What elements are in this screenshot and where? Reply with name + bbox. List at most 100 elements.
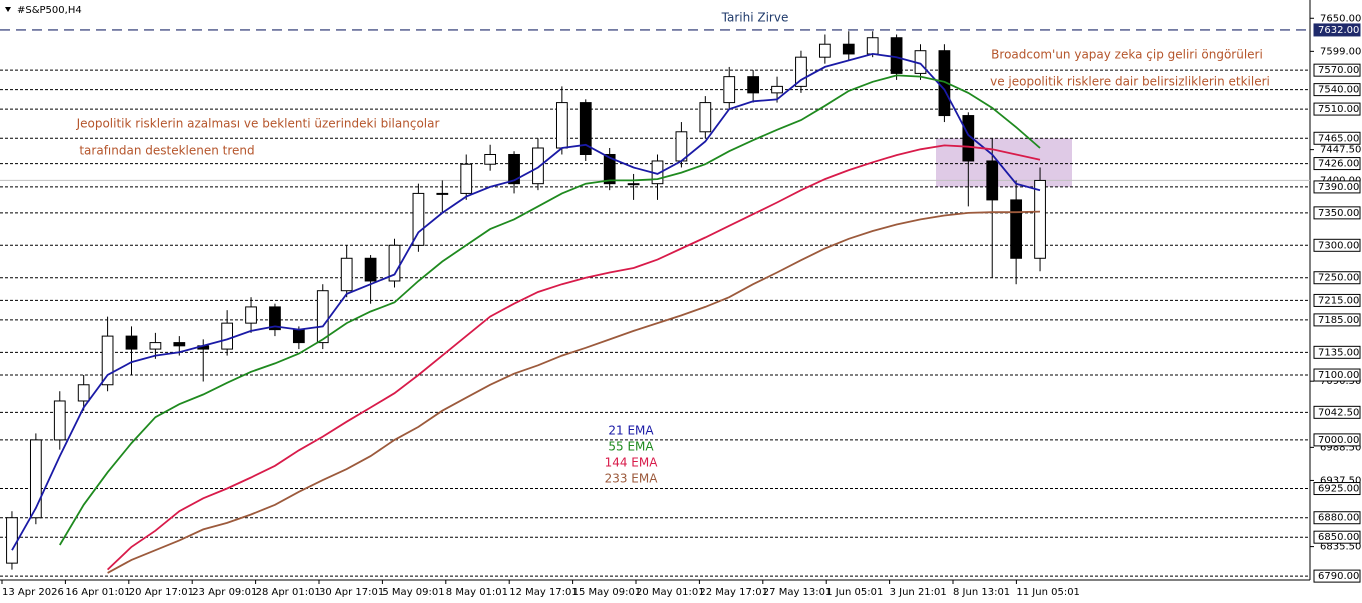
annotation: tarafından desteklenen trend [79,144,254,158]
x-tick-label: 11 Jun 05:01 [1016,587,1080,598]
x-tick-label: 3 Jun 21:01 [890,587,947,598]
y-tick-label: 7650.00 [1320,13,1361,24]
candle-body [1010,199,1023,259]
symbol-label: #S&P500,H4 [17,5,82,16]
candle-body [508,153,520,185]
x-tick-label: 15 May 09:01 [573,587,642,598]
level-label-box [1313,569,1361,583]
x-tick-label: 30 Apr 17:01 [319,587,384,598]
level-label: 7135.00 [1318,347,1359,358]
candle-body [866,37,879,55]
level-label-box [1313,368,1361,382]
y-tick-label: 7090.50 [1320,376,1361,387]
candle-body [627,183,640,186]
annotation: Tarihi Zirve [721,11,789,25]
y-tick-label: 6988.50 [1320,442,1361,453]
level-label-box [1313,102,1361,116]
x-tick-label: 8 Jun 13:01 [953,587,1010,598]
candle-body [747,76,760,94]
level-label: 7250.00 [1318,273,1359,284]
candle-body [675,131,688,162]
level-label: 6925.00 [1318,484,1359,495]
candle-body [221,322,234,350]
level-label-box [1313,23,1361,37]
ema-line [107,210,1041,574]
candle-body [484,153,497,165]
candle-body [149,342,162,350]
candle-body [269,306,281,331]
candle-body [77,384,90,402]
candle-body [340,257,353,292]
level-label-box [1313,313,1361,327]
level-label-box [1313,345,1361,359]
candle-body [125,335,138,350]
candle-body [460,163,473,194]
level-label: 7300.00 [1318,240,1359,251]
candle-body [101,335,114,386]
level-label: 6790.00 [1318,571,1359,582]
candle-body [53,400,66,441]
x-tick-label: 27 May 13:01 [763,587,832,598]
annotation: Broadcom'un yapay zeka çip geliri öngörü… [991,48,1263,62]
candle-body [436,192,449,195]
candle-body [388,244,401,282]
candle-body [173,342,186,347]
level-label: 7100.00 [1318,370,1359,381]
x-tick-label: 16 Apr 01:01 [65,587,130,598]
level-label: 7426.00 [1318,159,1359,170]
level-label-box [1313,206,1361,220]
candle-body [723,76,736,104]
level-label-box [1313,83,1361,97]
legend-entry: 55 EMA [608,440,654,454]
symbol-icon [5,7,11,12]
x-tick-label: 28 Apr 01:01 [256,587,321,598]
candle-body [818,43,831,58]
x-tick-label: 5 May 09:01 [382,587,444,598]
ema-line [11,52,1041,551]
level-label-box [1313,433,1361,447]
level-label-box [1313,180,1361,194]
candle-body [245,306,257,324]
legend-entry: 233 EMA [605,472,659,486]
candle-body [890,37,903,74]
level-label: 6880.00 [1318,513,1359,524]
level-label-box [1313,131,1361,145]
candle-body [842,43,855,55]
candle-body [555,102,568,149]
level-label: 7215.00 [1318,295,1359,306]
level-label-box [1313,157,1361,171]
level-label: 7632.00 [1318,25,1359,36]
level-label: 7350.00 [1318,208,1359,219]
x-tick-label: 20 May 01:01 [636,587,705,598]
y-tick-label: 6937.50 [1320,475,1361,486]
candle-body [1034,179,1046,259]
legend-entry: 144 EMA [605,456,659,470]
y-tick-label: 6835.50 [1320,542,1361,553]
level-label: 7185.00 [1318,315,1359,326]
x-tick-label: 22 May 17:01 [699,587,768,598]
annotation: ve jeopolitik risklere dair belirsizlikl… [990,75,1270,89]
level-label-box [1313,511,1361,525]
candle-body [795,56,807,87]
level-label-box [1313,482,1361,496]
x-tick-label: 12 May 17:01 [509,587,578,598]
level-label: 6850.00 [1318,532,1359,543]
x-tick-label: 13 Apr 2026 [2,587,64,598]
level-label: 7570.00 [1318,65,1359,76]
candle-body [364,257,377,282]
level-label: 7540.00 [1318,85,1359,96]
ema-line [59,74,1041,546]
level-label-box [1313,530,1361,544]
y-tick-label: 7599.00 [1320,46,1361,57]
level-label: 7510.00 [1318,104,1359,115]
x-tick-label: 1 Jun 05:01 [826,587,883,598]
candle-body [6,517,18,564]
candle-body [699,102,712,133]
level-label: 7465.00 [1318,133,1359,144]
level-label-box [1313,405,1361,419]
candle-body [579,102,592,155]
candle-body [29,439,42,519]
y-tick-label: 7447.50 [1320,145,1361,156]
annotation: Jeopolitik risklerin azalması ve beklent… [76,117,440,131]
